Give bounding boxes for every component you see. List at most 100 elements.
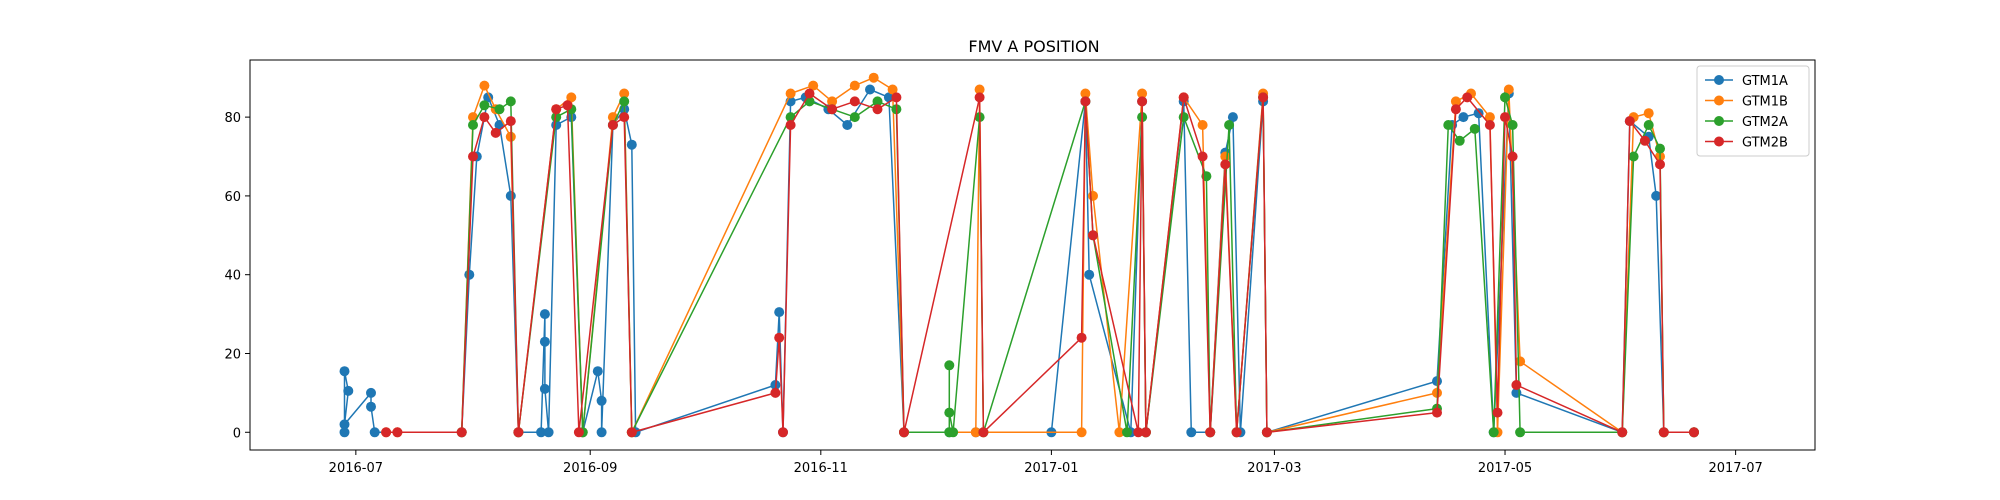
data-point-gtm2b (1220, 159, 1231, 170)
data-point-gtm1a (1651, 190, 1662, 201)
data-point-gtm1a (1227, 112, 1238, 123)
data-point-gtm1a (505, 190, 516, 201)
data-point-gtm2b (1689, 427, 1699, 438)
y-axis: 0 20 40 60 80 (224, 111, 250, 441)
data-point-gtm2b (1655, 159, 1665, 170)
data-point-gtm2a (1488, 427, 1499, 438)
data-point-gtm2a (479, 100, 490, 111)
data-point-gtm2b (607, 120, 618, 130)
data-point-gtm2a (1443, 120, 1454, 130)
data-point-gtm1a (343, 385, 354, 396)
data-point-gtm2b (1231, 427, 1242, 438)
legend-box (1696, 65, 1810, 157)
legend-marker (1714, 75, 1724, 85)
data-point-gtm2a (849, 112, 860, 123)
data-point-gtm2b (479, 112, 490, 123)
data-point-gtm2b (1624, 116, 1635, 127)
data-point-gtm2b (468, 151, 478, 162)
data-point-gtm2b (1462, 92, 1473, 103)
data-point-gtm2b (899, 427, 909, 438)
data-point-gtm2a (944, 407, 955, 418)
data-point-gtm2b (1484, 120, 1495, 130)
data-point-gtm1b (849, 80, 860, 91)
y-tick-label: 80 (224, 111, 241, 126)
legend-item-gtm2a: GTM2A (1705, 115, 1788, 130)
data-point-gtm1b (619, 88, 630, 99)
data-point-gtm2b (1133, 427, 1144, 438)
legend-label: GTM2A (1742, 115, 1788, 130)
data-point-gtm1a (1458, 112, 1469, 123)
x-tick-label: 2017-07 (1708, 461, 1762, 476)
data-point-gtm1a (1186, 427, 1197, 438)
data-point-gtm2a (1178, 112, 1189, 123)
data-point-gtm2b (785, 120, 796, 130)
data-point-gtm2a (619, 96, 630, 107)
data-point-gtm2a (872, 96, 883, 107)
data-point-gtm2b (505, 116, 516, 127)
data-point-gtm1b (479, 80, 490, 91)
data-point-gtm2b (456, 427, 467, 438)
data-point-gtm2a (551, 112, 562, 123)
data-point-gtm1b (785, 88, 796, 99)
data-point-gtm2b (978, 427, 989, 438)
data-point-gtm1a (865, 84, 875, 95)
data-point-gtm1a (842, 120, 853, 130)
x-tick-label: 2016-11 (794, 461, 848, 476)
data-point-gtm1a (592, 366, 603, 377)
data-point-gtm1a (1084, 269, 1095, 280)
data-point-gtm2b (1258, 92, 1269, 103)
legend-marker (1714, 116, 1724, 126)
data-point-gtm2b (1617, 427, 1628, 438)
data-point-gtm1a (366, 387, 376, 398)
data-point-gtm1b (827, 96, 838, 107)
data-point-gtm2b (1076, 332, 1087, 343)
data-point-gtm1b (970, 427, 981, 438)
data-point-gtm2b (551, 104, 562, 115)
data-point-gtm2b (1088, 230, 1098, 241)
data-point-gtm1a (596, 395, 607, 406)
data-point-gtm1a (626, 139, 637, 150)
data-point-gtm2b (778, 427, 788, 438)
data-point-gtm2a (1507, 120, 1518, 130)
data-point-gtm1a (339, 427, 350, 438)
legend-label: GTM1A (1742, 74, 1788, 89)
legend-marker (1714, 95, 1724, 106)
x-tick-label: 2016-07 (329, 461, 383, 476)
legend-label: GTM2B (1742, 136, 1788, 151)
data-point-gtm2b (1658, 427, 1669, 438)
data-point-gtm2b (891, 92, 902, 103)
data-point-gtm2a (1122, 427, 1132, 438)
y-tick-label: 20 (224, 347, 241, 362)
data-point-gtm1b (566, 92, 577, 103)
data-point-gtm2a (1224, 120, 1235, 130)
legend-label: GTM1B (1742, 95, 1788, 110)
data-point-gtm1a (1473, 108, 1484, 119)
data-point-gtm2a (1628, 151, 1639, 162)
x-axis: 2016-07 2016-09 2016-11 2017-01 2017-03 2017-… (329, 450, 1763, 476)
legend: GTM1A GTM1B GTM2A GTM2B (1696, 65, 1810, 157)
data-point-gtm1b (1137, 88, 1148, 99)
legend-item-gtm2b: GTM2B (1705, 136, 1788, 151)
data-point-gtm1a (369, 427, 380, 438)
data-point-gtm2b (1639, 135, 1650, 146)
data-point-gtm1a (774, 307, 785, 318)
data-point-gtm1a (339, 366, 350, 377)
data-point-gtm2b (562, 100, 573, 111)
x-tick-label: 2017-01 (1024, 461, 1078, 476)
data-point-gtm1b (868, 72, 879, 83)
data-point-gtm2a (494, 104, 505, 115)
y-tick-label: 40 (224, 269, 241, 284)
data-point-gtm1b (808, 80, 819, 91)
data-point-gtm1a (543, 427, 554, 438)
legend-marker (1714, 136, 1724, 147)
data-point-gtm1b (1643, 108, 1654, 119)
data-point-gtm2b (1140, 427, 1151, 438)
data-point-gtm2a (1454, 135, 1465, 146)
data-point-gtm1b (1484, 112, 1495, 123)
data-point-gtm2b (849, 96, 860, 107)
data-point-gtm2a (1515, 427, 1526, 438)
data-point-gtm2b (626, 427, 637, 438)
data-point-gtm2b (1080, 96, 1091, 107)
data-point-gtm1b (887, 84, 898, 95)
